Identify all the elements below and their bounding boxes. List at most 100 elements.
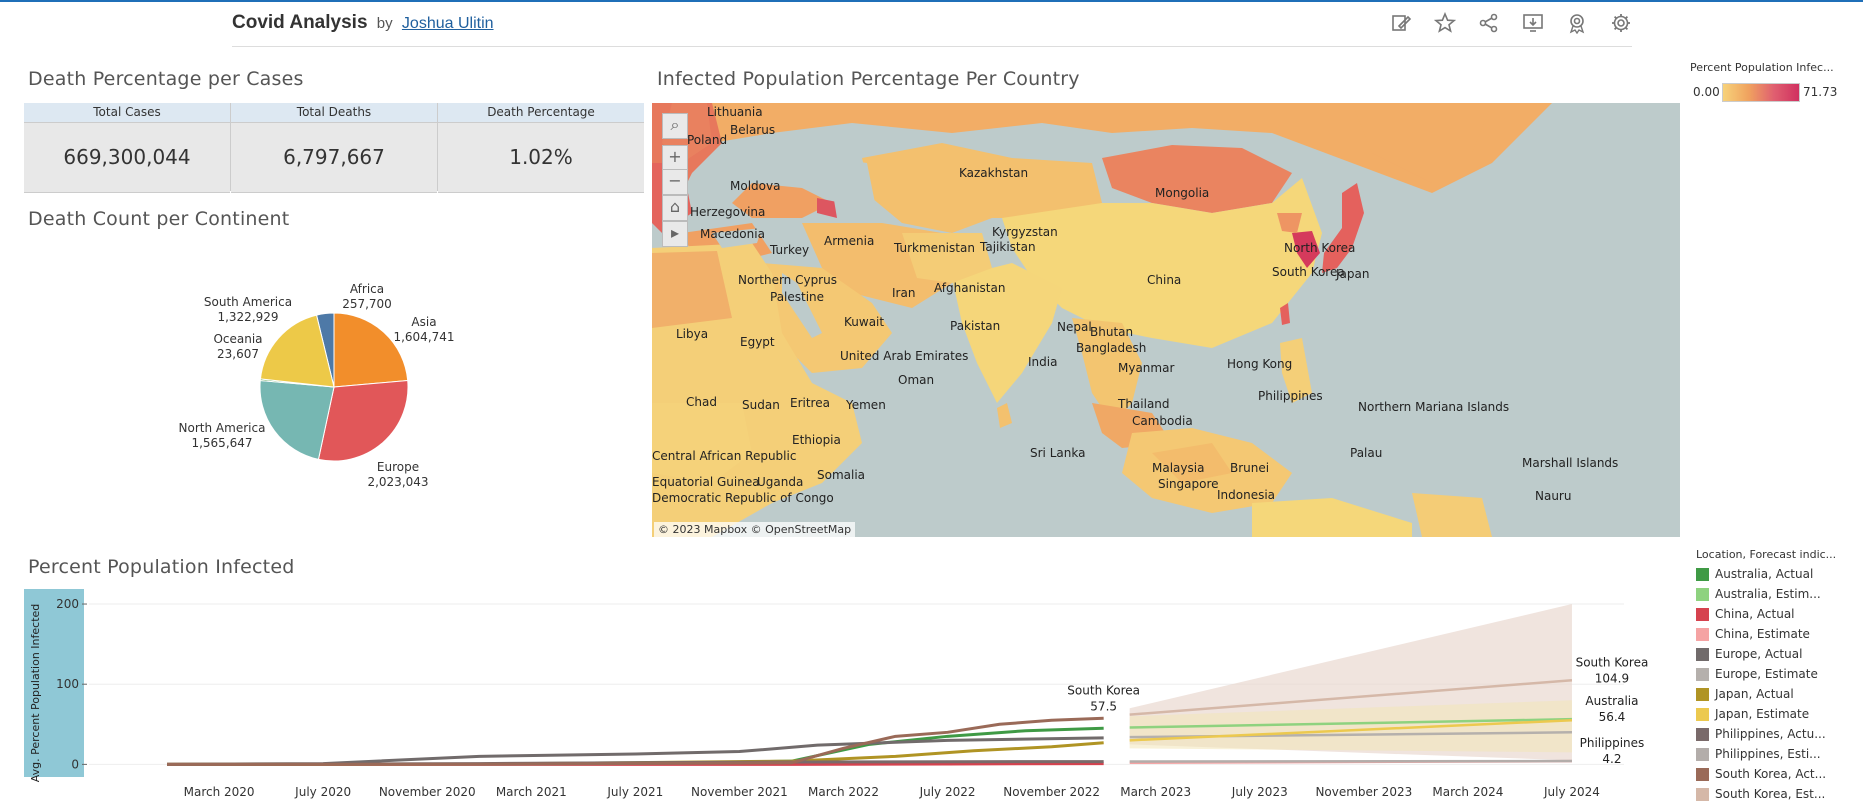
line-chart[interactable]: 0 100 200 Avg. Percent Population Infected M… [24,586,1704,808]
map-label-macedonia[interactable]: Macedonia [700,227,765,241]
map-expand-button[interactable]: ▸ [662,221,688,247]
map-home-button[interactable]: ⌂ [662,195,688,221]
map-label-japan[interactable]: Japan [1336,267,1370,281]
legend-item[interactable]: Philippines, Actu... [1696,727,1826,743]
legend-item[interactable]: Europe, Estimate [1696,667,1818,683]
map-label-egypt[interactable]: Egypt [740,335,775,349]
map-label-afghanistan[interactable]: Afghanistan [934,281,1006,295]
legend-item[interactable]: China, Actual [1696,607,1795,623]
map-zoom-out-button[interactable]: − [662,169,688,195]
share-icon[interactable] [1478,12,1500,34]
map-label-marshall-islands[interactable]: Marshall Islands [1522,456,1619,470]
map-label-democratic-republic-of-congo[interactable]: Democratic Republic of Congo [652,491,834,505]
metrics-icon[interactable] [1566,12,1588,35]
map-label-myanmar[interactable]: Myanmar [1118,361,1175,375]
legend-item[interactable]: South Korea, Act... [1696,767,1826,783]
map-label-indonesia[interactable]: Indonesia [1217,488,1276,502]
series-line-south-korea-actual[interactable] [167,716,1104,766]
map-label-central-african-republic[interactable]: Central African Republic [652,449,797,463]
map-shapes [652,103,1680,537]
map-label-palestine[interactable]: Palestine [770,290,825,304]
map-label-armenia[interactable]: Armenia [824,234,875,248]
map-label-palau[interactable]: Palau [1350,446,1383,460]
legend-item[interactable]: Australia, Actual [1696,567,1813,583]
map-label-pakistan[interactable]: Pakistan [950,319,1001,333]
pie-slice-asia[interactable] [333,312,409,388]
map-label-oman[interactable]: Oman [898,373,935,387]
legend-item[interactable]: China, Estimate [1696,627,1810,643]
download-icon[interactable] [1522,12,1544,34]
series-line-europe-actual[interactable] [167,736,1104,766]
edit-icon[interactable] [1390,12,1412,34]
map-label-bhutan[interactable]: Bhutan [1090,325,1134,339]
map-label-equatorial-guinea[interactable]: Equatorial Guinea [652,475,760,489]
map-label-brunei[interactable]: Brunei [1230,461,1270,475]
series-line-australia-estimate[interactable] [1129,717,1572,729]
map-zoom-in-button[interactable]: + [662,145,688,171]
map-label-northern-cyprus[interactable]: Northern Cyprus [738,273,837,287]
map-label-kazakhstan[interactable]: Kazakhstan [959,166,1029,180]
map-label-malaysia[interactable]: Malaysia [1152,461,1205,475]
kpi-death-percentage[interactable]: Death Percentage 1.02% [438,103,644,193]
map-label-uganda[interactable]: Uganda [757,475,804,489]
legend-item[interactable]: Philippines, Esti... [1696,747,1821,763]
map-label-tajikistan[interactable]: Tajikistan [980,240,1036,254]
map-label-thailand[interactable]: Thailand [1118,397,1170,411]
kpi-total-cases[interactable]: Total Cases 669,300,044 [24,103,231,193]
pie-slice-europe[interactable] [317,379,409,462]
map-label-nauru[interactable]: Nauru [1535,489,1572,503]
map-label-sri-lanka[interactable]: Sri Lanka [1030,446,1086,460]
map-label-nepal[interactable]: Nepal [1057,320,1092,334]
map-label-india[interactable]: India [1028,355,1058,369]
map-label-sudan[interactable]: Sudan [742,398,780,412]
map-label-poland[interactable]: Poland [687,133,728,147]
map-label-singapore[interactable]: Singapore [1158,477,1219,491]
legend-item[interactable]: Europe, Actual [1696,647,1802,663]
series-line-japan-estimate[interactable] [1129,719,1573,742]
map-search-button[interactable]: ⌕ [662,113,688,139]
star-icon[interactable] [1433,11,1457,34]
map-label-ethiopia[interactable]: Ethiopia [792,433,841,447]
map-label-moldova[interactable]: Moldova [730,179,781,193]
x-tick-label: July 2022 [919,785,976,799]
map-label-libya[interactable]: Libya [676,327,709,341]
map-label-eritrea[interactable]: Eritrea [790,396,830,410]
choropleth-map[interactable]: Lithuania Belarus Poland Kazakhstan Mongolia… [652,103,1680,537]
map-label-belarus[interactable]: Belarus [730,123,776,137]
map-label-chad[interactable]: Chad [686,395,717,409]
legend-item[interactable]: Japan, Actual [1696,687,1794,703]
map-label-bangladesh[interactable]: Bangladesh [1076,341,1147,355]
map-label-somalia[interactable]: Somalia [817,468,866,482]
settings-icon[interactable] [1610,12,1632,34]
map-label-kyrgyzstan[interactable]: Kyrgyzstan [992,225,1058,239]
map-label-turkey[interactable]: Turkey [770,243,810,257]
line-chart-title: Percent Population Infected [28,556,295,578]
annotation-value: 57.5 [1090,699,1117,713]
map-label-hong-kong[interactable]: Hong Kong [1227,357,1293,371]
map-label-turkmenistan[interactable]: Turkmenistan [894,241,975,255]
kpi-total-deaths[interactable]: Total Deaths 6,797,667 [231,103,438,193]
map-label-northern-mariana-islands[interactable]: Northern Mariana Islands [1358,400,1510,414]
map-label-china[interactable]: China [1147,273,1182,287]
series-line-australia-actual[interactable] [167,726,1104,766]
series-line-south-korea-estimate[interactable] [1129,679,1573,716]
map-label-kuwait[interactable]: Kuwait [844,315,885,329]
map-label-iran[interactable]: Iran [892,286,916,300]
legend-item[interactable]: South Korea, Est... [1696,787,1825,803]
map-label-herzegovina[interactable]: Herzegovina [690,205,766,219]
legend-item[interactable]: Japan, Estimate [1696,707,1809,723]
pie-slice-north-america[interactable] [259,379,335,460]
map-label-united-arab-emirates[interactable]: United Arab Emirates [840,349,969,363]
map-label-south-korea[interactable]: South Korea [1272,265,1345,279]
map-label-yemen[interactable]: Yemen [846,398,886,412]
map-label-mongolia[interactable]: Mongolia [1155,186,1210,200]
author-link[interactable]: Joshua Ulitin [401,15,494,32]
map-label-philippines[interactable]: Philippines [1258,389,1323,403]
pie-slice-south-america[interactable] [259,314,335,388]
legend-item[interactable]: Australia, Estim... [1696,587,1821,603]
legend-label: China, Actual [1715,607,1795,621]
map-label-cambodia[interactable]: Cambodia [1132,414,1193,428]
pie-chart[interactable] [0,245,640,545]
map-label-lithuania[interactable]: Lithuania [707,105,763,119]
map-label-north-korea[interactable]: North Korea [1284,241,1356,255]
